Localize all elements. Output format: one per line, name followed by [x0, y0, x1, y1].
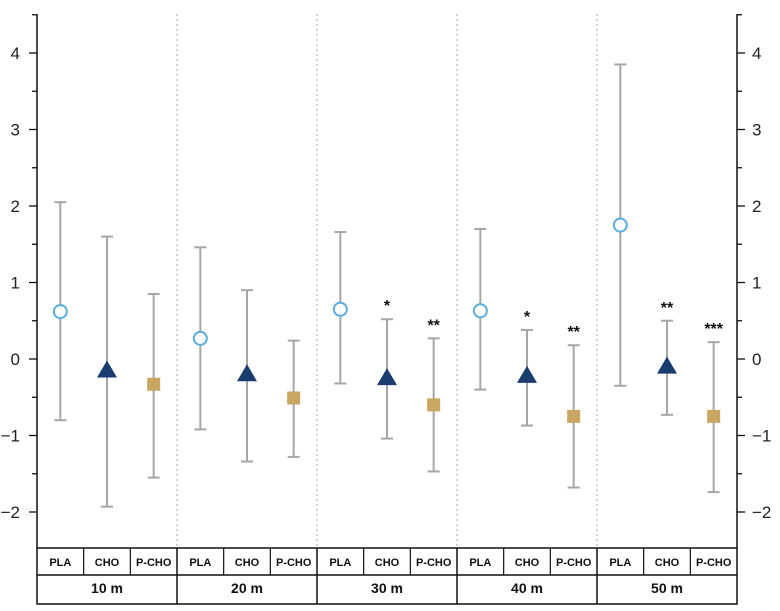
marker-p-cho-10m — [147, 377, 161, 391]
significance-p-cho-40m: ** — [567, 324, 580, 341]
error-bars — [54, 63, 720, 508]
y-tick-label-right: −2 — [752, 503, 771, 522]
group-separators — [176, 14, 598, 548]
condition-label-cho: CHO — [375, 557, 400, 569]
significance-p-cho-50m: *** — [704, 321, 723, 338]
marker-cho-50m — [657, 356, 677, 374]
marker-p-cho-20m — [287, 391, 301, 405]
condition-label-p-cho: P-CHO — [416, 557, 452, 569]
significance-cho-40m: * — [524, 309, 531, 326]
condition-label-p-cho: P-CHO — [696, 557, 732, 569]
y-tick-label-left: −1 — [1, 427, 20, 446]
y-tick-label-right: 4 — [752, 44, 761, 63]
marker-cho-20m — [237, 364, 257, 382]
y-tick-label-left: 3 — [11, 121, 20, 140]
y-tick-label-left: 4 — [11, 44, 20, 63]
y-tick-label-right: 1 — [752, 274, 761, 293]
condition-label-p-cho: P-CHO — [136, 557, 172, 569]
condition-label-pla: PLA — [469, 557, 491, 569]
y-tick-label-left: 1 — [11, 274, 20, 293]
condition-label-pla: PLA — [189, 557, 211, 569]
significance-cho-50m: ** — [661, 300, 674, 317]
group-label-20m: 20 m — [231, 580, 263, 596]
marker-pla-10m — [52, 304, 68, 320]
condition-table: PLA CHO P-CHO 10 m PLA CHO P-CHO 20 m PLA CHO P-CH… — [36, 547, 738, 605]
y-tick-label-right: 2 — [752, 197, 761, 216]
marker-cho-40m — [517, 365, 537, 383]
condition-label-cho: CHO — [515, 557, 540, 569]
condition-label-pla: PLA — [329, 557, 351, 569]
marker-pla-30m — [332, 301, 348, 317]
y-tick-label-left: 0 — [11, 350, 20, 369]
table-border — [36, 547, 738, 605]
group-label-30m: 30 m — [371, 580, 403, 596]
condition-label-p-cho: P-CHO — [556, 557, 592, 569]
data-markers — [52, 217, 721, 423]
significance-cho-30m: * — [384, 298, 391, 315]
marker-cho-30m — [377, 368, 397, 386]
y-tick-label-right: 3 — [752, 121, 761, 140]
marker-pla-40m — [472, 303, 488, 319]
significance-labels: *** ******** — [384, 298, 724, 341]
condition-label-cho: CHO — [235, 557, 260, 569]
y-tick-label-left: −2 — [1, 503, 20, 522]
condition-label-pla: PLA — [609, 557, 631, 569]
marker-p-cho-50m — [707, 409, 721, 423]
condition-label-p-cho: P-CHO — [276, 557, 312, 569]
axes: 4 4 3 3 2 2 1 1 0 0 −1 −1 −2 −2 — [1, 14, 771, 548]
y-tick-label-right: 0 — [752, 350, 761, 369]
condition-label-cho: CHO — [655, 557, 680, 569]
marker-p-cho-40m — [567, 409, 581, 423]
marker-cho-10m — [97, 360, 117, 378]
condition-label-cho: CHO — [95, 557, 120, 569]
condition-label-pla: PLA — [49, 557, 71, 569]
y-tick-label-left: 2 — [11, 197, 20, 216]
significance-p-cho-30m: ** — [427, 317, 440, 334]
group-label-10m: 10 m — [91, 580, 123, 596]
group-label-40m: 40 m — [511, 580, 543, 596]
group-label-50m: 50 m — [651, 580, 683, 596]
y-tick-label-right: −1 — [752, 427, 771, 446]
marker-pla-50m — [612, 217, 628, 233]
marker-pla-20m — [192, 330, 208, 346]
marker-p-cho-30m — [427, 398, 441, 412]
